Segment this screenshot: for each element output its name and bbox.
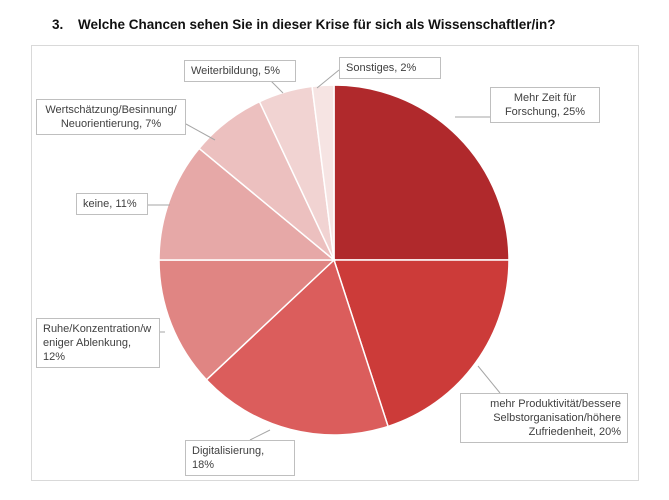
leader-line-5	[185, 123, 216, 141]
leader-line-1	[477, 365, 501, 394]
pie-slice-7	[311, 84, 335, 261]
pie-slice-1	[332, 259, 510, 428]
pie-slice-3	[158, 259, 336, 381]
chart-frame	[31, 45, 639, 481]
chart-title: 3. Welche Chancen sehen Sie in dieser Kri…	[52, 17, 556, 32]
leader-line-2	[249, 429, 271, 441]
data-label-3: Ruhe/Konzentration/w eniger Ablenkung, 1…	[36, 318, 160, 368]
leader-line-6	[269, 79, 284, 94]
data-label-2: Digitalisierung, 18%	[185, 440, 295, 476]
data-label-6: Weiterbildung, 5%	[184, 60, 296, 82]
pie-slice-2	[205, 258, 390, 436]
data-label-4: keine, 11%	[76, 193, 148, 215]
question-number: 3.	[52, 17, 64, 32]
pie-slice-0	[333, 84, 510, 261]
data-label-5: Wertschätzung/Besinnung/ Neuorientierung…	[36, 99, 186, 135]
pie-slice-4	[158, 147, 337, 261]
data-label-7: Sonstiges, 2%	[339, 57, 441, 79]
data-label-1: mehr Produktivität/bessere Selbstorganis…	[460, 393, 628, 443]
leader-line-7	[316, 69, 340, 89]
question-text: Welche Chancen sehen Sie in dieser Krise…	[78, 17, 556, 32]
data-label-0: Mehr Zeit für Forschung, 25%	[490, 87, 600, 123]
